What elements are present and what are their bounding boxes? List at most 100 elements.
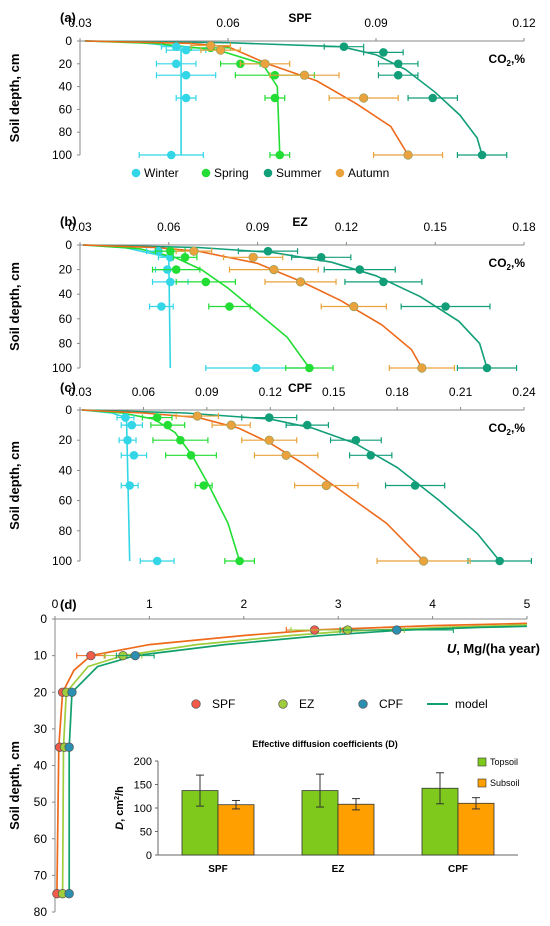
legend-marker-ez: [278, 699, 288, 709]
legend-marker-winter: [131, 168, 141, 178]
data-point-autumn: [417, 363, 427, 373]
legend-marker-spring: [201, 168, 211, 178]
legend-label-spf: SPF: [212, 697, 235, 711]
y-tick-label: 40: [59, 463, 73, 477]
legend-label-model: model: [455, 697, 488, 711]
y-tick-label: 40: [34, 759, 48, 773]
x-tick-label: 0.06: [157, 220, 181, 234]
inset-y-tick-label: 100: [134, 803, 152, 815]
y-tick-label: 20: [34, 685, 48, 699]
data-point-autumn: [299, 70, 310, 80]
data-point-spring: [235, 556, 244, 566]
data-point-summer: [495, 556, 504, 566]
data-point-cpf: [130, 650, 140, 661]
y-tick-label: 50: [34, 795, 48, 809]
data-point-autumn: [349, 301, 359, 312]
y-tick-label: 100: [52, 148, 72, 162]
data-point-winter: [181, 93, 191, 103]
x-tick-label: 0.06: [216, 16, 240, 30]
model-curve-spf: [56, 622, 528, 894]
x-tick-label: 5: [524, 597, 531, 611]
x-axis-label: U, Mg/(ha year): [447, 641, 540, 656]
bar-subsoil: [217, 804, 255, 856]
x-tick-label: 3: [335, 597, 342, 611]
x-axis-label: CO2,%: [489, 421, 526, 437]
data-point-summer: [339, 42, 349, 51]
data-point-summer: [263, 246, 273, 256]
data-point-summer: [393, 70, 403, 80]
data-point-spring: [225, 302, 234, 311]
data-point-autumn: [226, 420, 236, 430]
data-point-spring: [199, 481, 208, 490]
inset-category-label: EZ: [332, 864, 345, 875]
legend-marker-cpf: [358, 699, 368, 709]
y-tick-label: 60: [59, 494, 73, 508]
data-point-summer: [264, 413, 274, 422]
y-tick-label: 60: [59, 312, 73, 326]
model-curve-cpf: [68, 625, 528, 894]
y-tick-label: 20: [59, 57, 73, 71]
y-tick-label: 70: [34, 868, 48, 882]
legend-label-ez: EZ: [299, 697, 314, 711]
data-point-autumn: [192, 411, 202, 421]
legend-marker-spf: [191, 699, 201, 709]
legend-label-summer: Summer: [276, 166, 321, 180]
x-tick-label: 0.18: [512, 220, 536, 234]
x-tick-label: 0.09: [195, 385, 219, 399]
data-point-summer: [393, 59, 403, 69]
x-tick-label: 0.12: [259, 385, 283, 399]
y-axis-label: Soil depth, cm: [7, 441, 22, 530]
legend-label-spring: Spring: [214, 166, 249, 180]
inset-legend-label-subsoil: Subsoil: [490, 778, 520, 788]
data-point-summer: [379, 277, 388, 287]
series-curve-summer: [82, 244, 488, 369]
inset-y-tick-label: 200: [134, 756, 152, 768]
data-point-autumn: [206, 40, 216, 51]
data-point-winter: [123, 435, 132, 445]
x-tick-label: 0.18: [385, 385, 409, 399]
x-tick-label: 0.12: [512, 16, 536, 30]
y-tick-label: 80: [59, 125, 73, 139]
y-tick-label: 40: [59, 80, 73, 94]
data-point-summer: [316, 252, 326, 262]
legend-marker-autumn: [335, 168, 345, 178]
y-tick-label: 60: [34, 832, 48, 846]
data-point-summer: [410, 481, 420, 490]
inset-category-label: SPF: [208, 864, 227, 875]
bar-subsoil: [457, 802, 495, 856]
data-point-spring: [275, 150, 285, 160]
data-point-summer: [482, 363, 492, 373]
data-point-spring: [171, 265, 181, 274]
inset-legend-swatch-subsoil: [477, 778, 487, 788]
inset-y-tick-label: 150: [134, 780, 152, 792]
data-point-winter: [129, 451, 139, 460]
inset-bar-chart: Effective diffusion coefficients (D) 0 50 1…: [114, 739, 520, 875]
y-tick-label: 40: [59, 287, 73, 301]
x-tick-label: 0.09: [364, 16, 388, 30]
x-tick-label: 2: [240, 597, 247, 611]
data-point-winter: [251, 363, 261, 373]
panel-b: 0.03 0.06 0.09 0.12 0.15 0.18 0 20 40 60 80 100 (b) E…: [7, 214, 536, 375]
data-point-autumn: [281, 450, 291, 460]
data-point-summer: [302, 420, 312, 430]
data-point-winter: [165, 252, 175, 262]
data-point-autumn: [248, 252, 258, 262]
x-tick-label: 0.03: [68, 385, 92, 399]
data-point-winter: [152, 556, 162, 566]
data-point-spring: [270, 93, 280, 103]
panel-label: (b): [60, 214, 77, 229]
data-point-winter: [166, 150, 176, 160]
y-tick-label: 0: [40, 612, 47, 626]
y-tick-label: 30: [34, 722, 48, 736]
y-tick-label: 10: [34, 649, 48, 663]
data-point-summer: [379, 48, 388, 57]
y-tick-label: 100: [52, 361, 72, 375]
series-curve-autumn: [84, 40, 409, 156]
y-tick-label: 80: [34, 905, 48, 919]
x-tick-label: 0: [52, 597, 59, 611]
x-tick-label: 0.06: [132, 385, 156, 399]
panel-label: (c): [60, 380, 76, 395]
data-point-winter: [171, 42, 181, 51]
series-curve-spring: [82, 244, 311, 369]
